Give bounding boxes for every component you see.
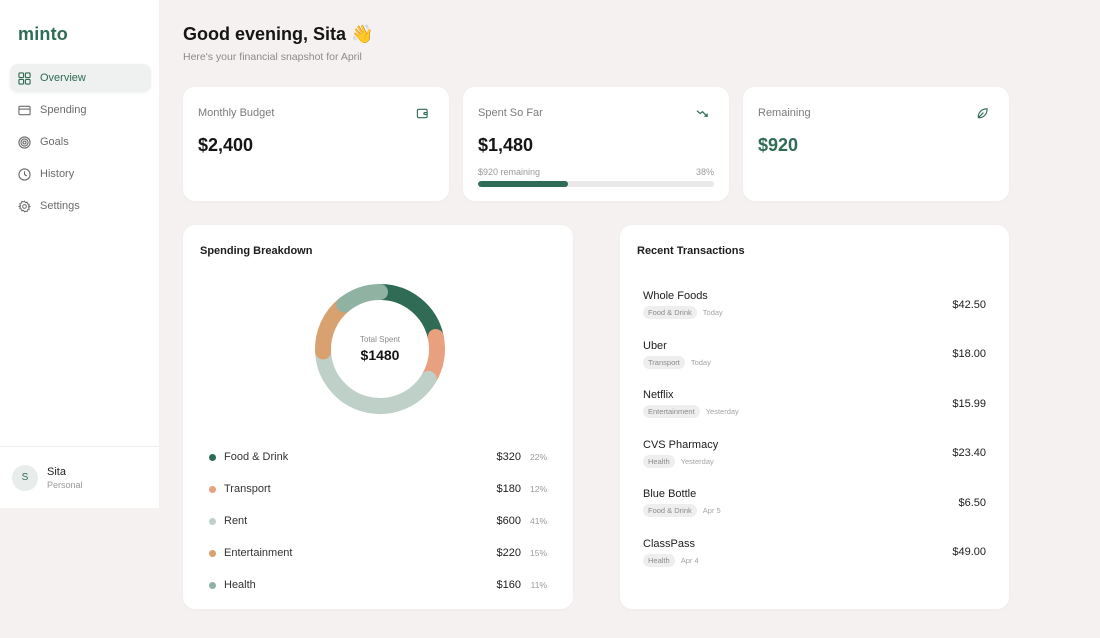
legend-dot — [209, 581, 216, 589]
app-logo: minto — [18, 24, 68, 44]
legend-dot — [209, 485, 216, 493]
sidebar-item-label: Settings — [40, 200, 80, 212]
sidebar: minto Overview Spending Goals History — [0, 0, 159, 508]
transaction-amount: $18.00 — [952, 348, 986, 361]
merchant-name: ClassPass — [643, 537, 695, 550]
recent-transactions-card: Recent Transactions Whole Foods Food & D… — [620, 225, 1009, 609]
transaction-date: Apr 4 — [680, 555, 699, 565]
donut-segment — [336, 284, 388, 313]
legend-dot — [209, 453, 216, 461]
transaction-amount: $23.40 — [952, 447, 986, 460]
category-tag: Food & Drink — [643, 504, 697, 518]
category-tag: Health — [643, 454, 675, 468]
transaction-date: Today — [702, 308, 723, 318]
user-name: Sita — [47, 465, 66, 478]
waving-hand-icon: 👋 — [351, 24, 374, 44]
transaction-row[interactable]: CVS Pharmacy Health Yesterday $23.40 — [643, 429, 986, 479]
stat-label: Remaining — [758, 107, 811, 119]
trending-down-icon — [696, 107, 709, 120]
gear-icon — [18, 199, 31, 213]
legend-item: Food & Drink $320 22% — [209, 441, 547, 473]
transaction-date: Yesterday — [705, 407, 739, 417]
stat-value: $920 — [758, 135, 799, 155]
remaining-text: $920 remaining — [478, 167, 541, 177]
transaction-row[interactable]: ClassPass Health Apr 4 $49.00 — [643, 528, 986, 578]
donut-segment — [315, 343, 437, 414]
transaction-row[interactable]: Uber Transport Today $18.00 — [643, 330, 986, 380]
card-icon — [18, 104, 31, 117]
sidebar-item-label: History — [40, 168, 75, 180]
wallet-icon — [416, 107, 429, 120]
card-title: Spending Breakdown — [200, 245, 313, 257]
transaction-date: Apr 5 — [702, 506, 721, 516]
stat-label: Spent So Far — [478, 107, 543, 119]
sidebar-item-goals[interactable]: Goals — [10, 128, 151, 156]
donut-chart: Total Spent $1480 — [314, 283, 446, 415]
transaction-row[interactable]: Blue Bottle Food & Drink Apr 5 $6.50 — [643, 478, 986, 528]
target-icon — [18, 135, 31, 149]
donut-center-label: Total Spent — [359, 335, 401, 344]
sidebar-item-history[interactable]: History — [10, 160, 151, 188]
greeting-text: Good evening, Sita — [183, 24, 347, 44]
transaction-list: Whole Foods Food & Drink Today $42.50 Ube… — [643, 280, 986, 577]
legend-item: Transport $180 12% — [209, 473, 547, 505]
user-profile[interactable]: S Sita Personal — [0, 446, 159, 508]
spent-so-far-card: Spent So Far $1,480 $920 remaining 38% — [463, 87, 729, 201]
remaining-card: Remaining $920 — [743, 87, 1009, 201]
category-tag: Food & Drink — [643, 306, 697, 320]
page-title: Good evening, Sita 👋 — [183, 24, 373, 45]
transaction-amount: $42.50 — [952, 298, 986, 311]
sidebar-nav: Overview Spending Goals History Settings — [10, 64, 151, 224]
transaction-amount: $6.50 — [958, 496, 986, 509]
page-subtitle: Here's your financial snapshot for April — [183, 51, 362, 63]
donut-segment — [372, 284, 444, 345]
sidebar-item-overview[interactable]: Overview — [10, 64, 151, 92]
card-title: Recent Transactions — [637, 245, 745, 257]
transaction-row[interactable]: Whole Foods Food & Drink Today $42.50 — [643, 280, 986, 330]
legend-item: Health $160 11% — [209, 569, 547, 601]
merchant-name: Blue Bottle — [643, 488, 697, 501]
grid-icon — [18, 71, 31, 85]
legend-item: Entertainment $220 15% — [209, 537, 547, 569]
legend-dot — [209, 517, 216, 525]
stat-value: $1,480 — [478, 135, 534, 155]
percent-text: 38% — [695, 167, 714, 177]
donut-center-value: $1480 — [360, 347, 400, 363]
category-tag: Transport — [643, 355, 685, 369]
transaction-amount: $15.99 — [952, 397, 986, 410]
leaf-icon — [976, 107, 989, 120]
merchant-name: Uber — [643, 339, 667, 352]
merchant-name: Netflix — [643, 389, 674, 402]
monthly-budget-card: Monthly Budget $2,400 — [183, 87, 449, 201]
transaction-amount: $49.00 — [952, 546, 986, 559]
stat-label: Monthly Budget — [198, 107, 275, 119]
budget-progress-bar — [478, 181, 714, 187]
clock-icon — [18, 167, 31, 181]
merchant-name: CVS Pharmacy — [643, 438, 719, 451]
stat-value: $2,400 — [198, 135, 254, 155]
sidebar-item-label: Overview — [40, 72, 86, 84]
category-tag: Entertainment — [643, 405, 700, 419]
transaction-date: Today — [690, 357, 711, 367]
avatar: S — [12, 464, 38, 491]
merchant-name: Whole Foods — [643, 290, 708, 303]
legend-dot — [209, 549, 216, 557]
chart-legend: Food & Drink $320 22% Transport $180 12%… — [209, 441, 547, 601]
sidebar-item-label: Goals — [40, 136, 69, 148]
budget-progress-fill — [478, 181, 568, 187]
user-role: Personal — [47, 479, 83, 490]
transaction-row[interactable]: Netflix Entertainment Yesterday $15.99 — [643, 379, 986, 429]
spending-breakdown-card: Spending Breakdown Total Spent $1480 Foo… — [183, 225, 573, 609]
transaction-date: Yesterday — [680, 456, 714, 466]
legend-item: Rent $600 41% — [209, 505, 547, 537]
sidebar-item-label: Spending — [40, 104, 87, 116]
category-tag: Health — [643, 553, 675, 567]
sidebar-item-settings[interactable]: Settings — [10, 192, 151, 220]
sidebar-item-spending[interactable]: Spending — [10, 96, 151, 124]
